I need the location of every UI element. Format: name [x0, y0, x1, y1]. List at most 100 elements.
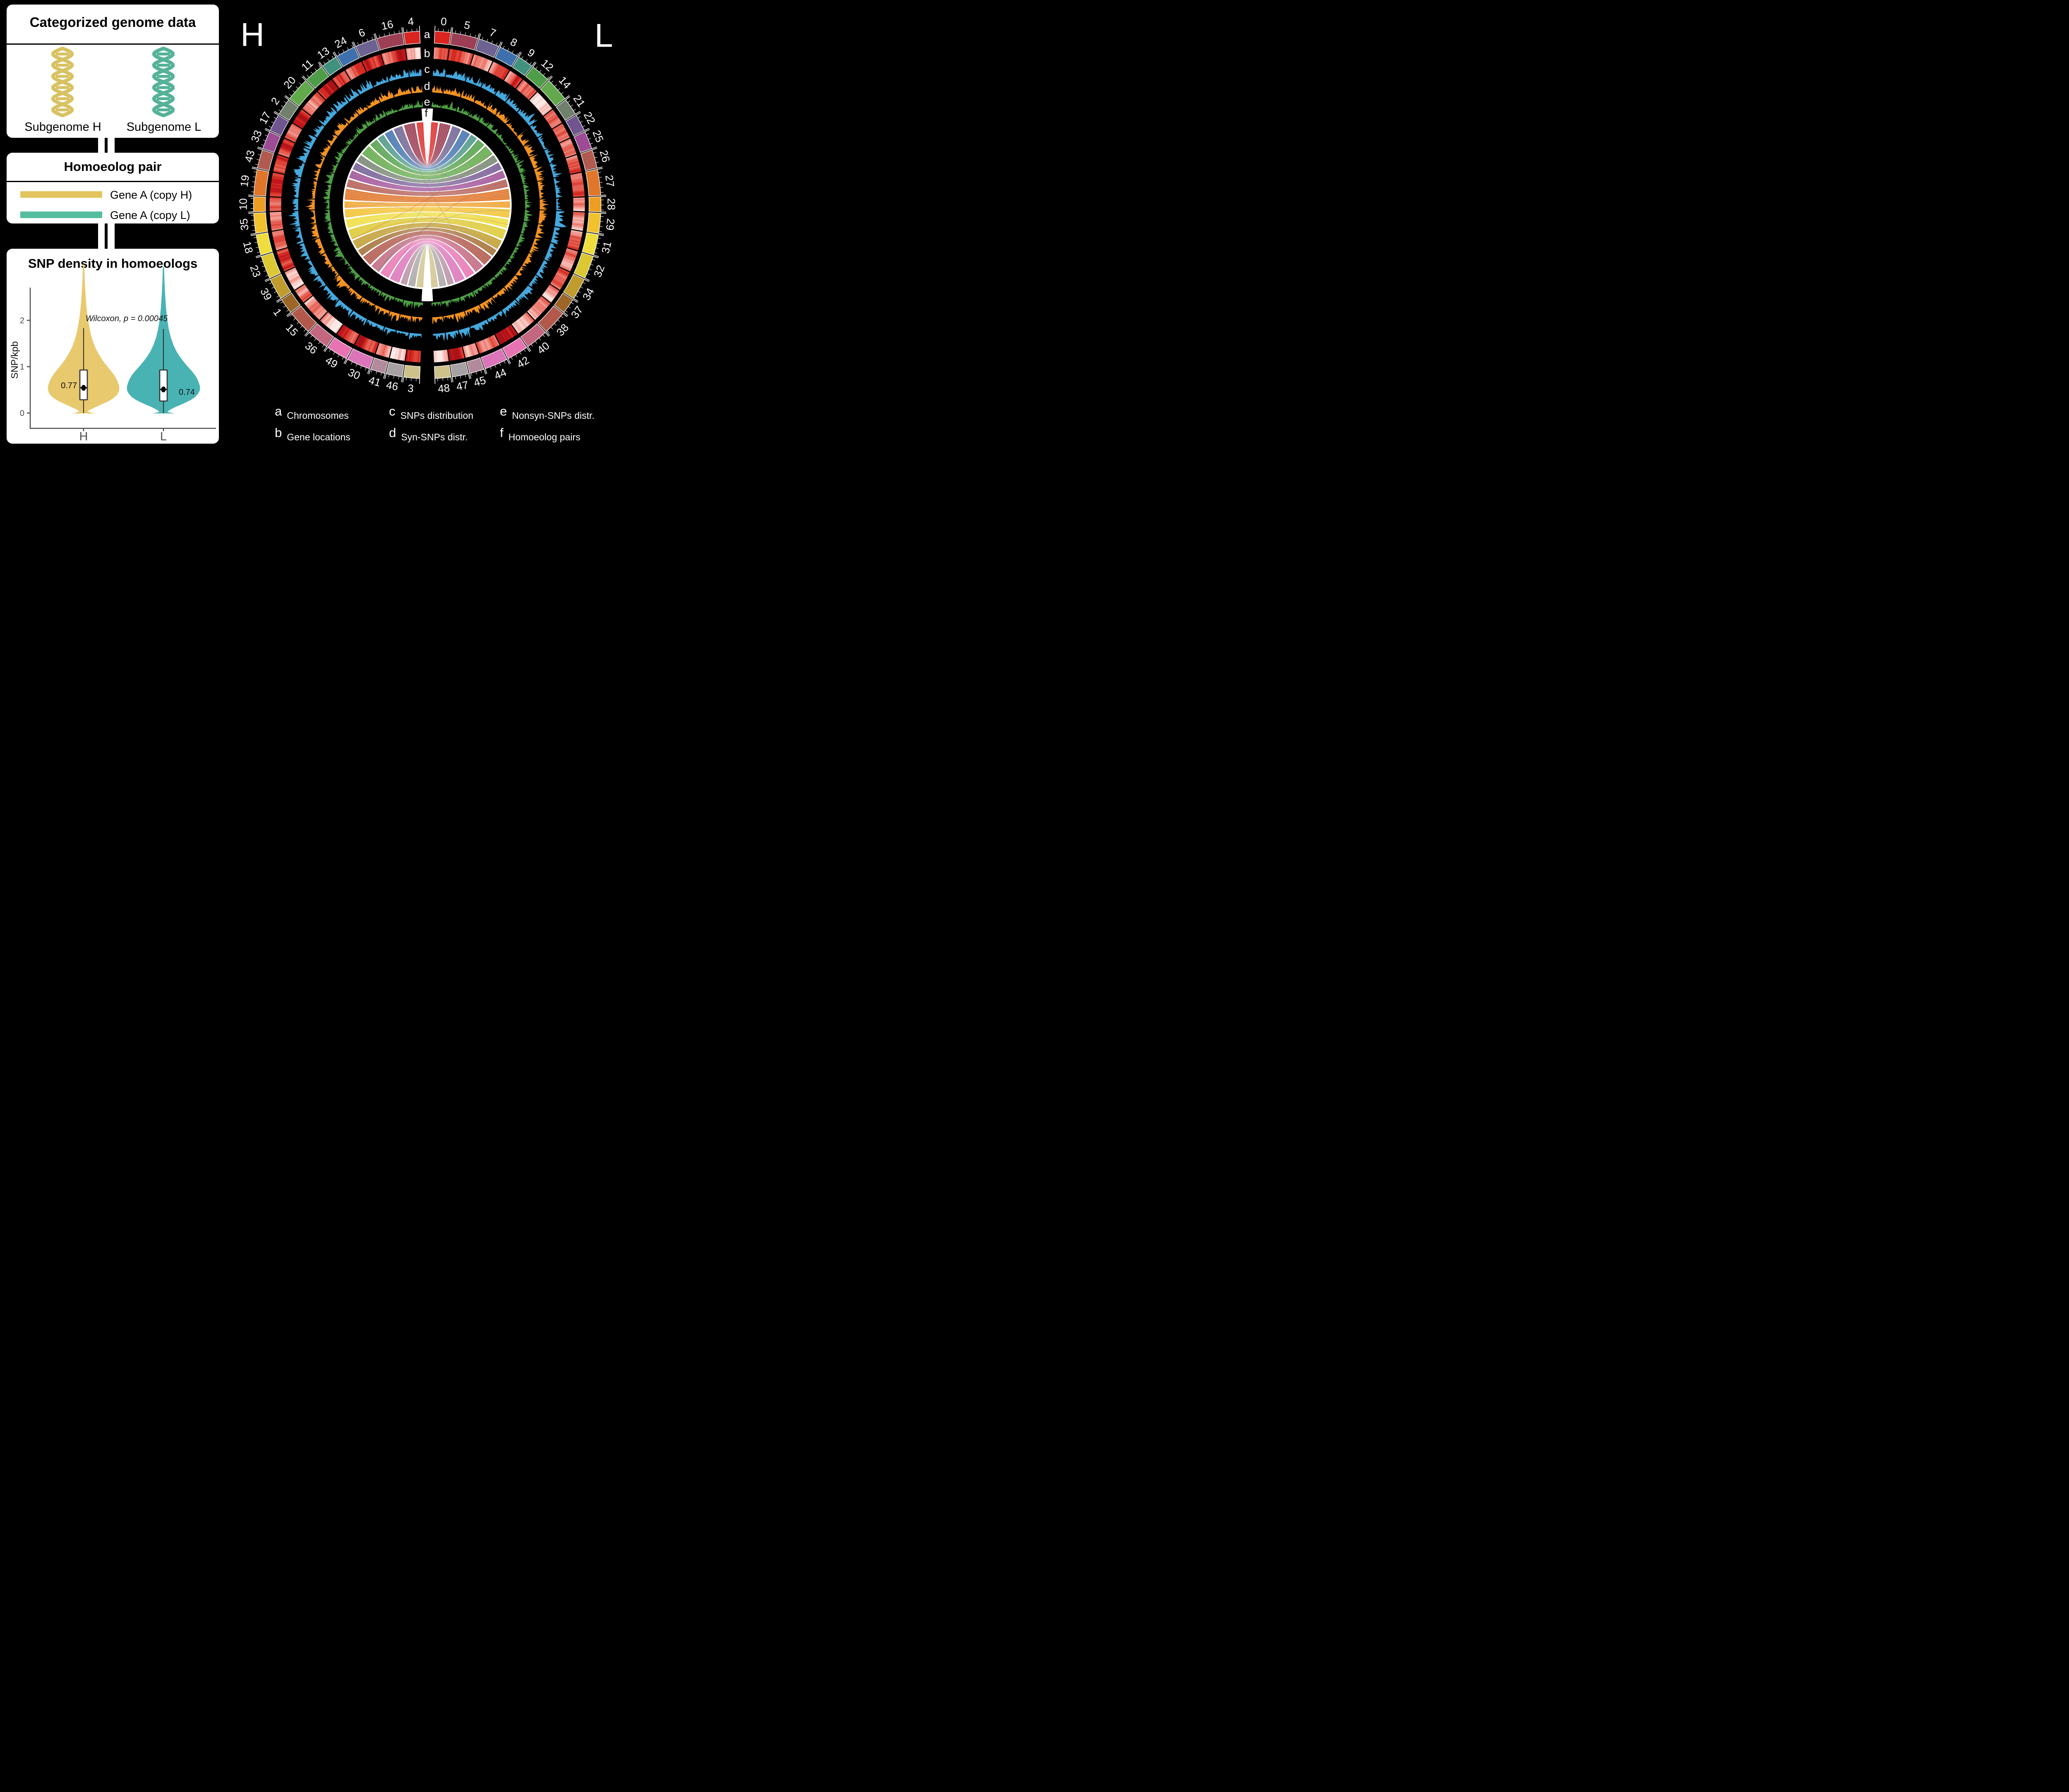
chromosome-label-L-34: 34	[580, 286, 597, 303]
track-letter-b: b	[424, 47, 430, 60]
chord-pair-35-29	[344, 207, 510, 218]
chord-pair-41-45	[401, 244, 454, 285]
chromosome-label-H-20: 20	[281, 74, 298, 91]
homoeolog-pair-panel: Homoeolog pair Gene A (copy H) Gene A (c…	[7, 153, 219, 223]
chord-pair-15-38	[363, 231, 492, 265]
panel-connector	[98, 222, 105, 250]
chromosome-segment-L-48	[434, 365, 451, 379]
chromosome-label-L-40: 40	[535, 339, 552, 357]
nonsyn-snp-track-L	[431, 101, 533, 308]
chromosome-label-H-18: 18	[241, 240, 256, 255]
chromosome-label-L-32: 32	[591, 263, 607, 279]
chromosome-label-L-14: 14	[556, 74, 574, 91]
chromosome-label-H-41: 41	[367, 374, 382, 389]
chromosome-segment-L-47	[450, 362, 469, 377]
chromosome-segment-H-30	[347, 348, 374, 369]
chromosome-label-L-5: 5	[463, 18, 472, 31]
track-letter-f: f	[425, 107, 428, 119]
chromosome-segment-L-40	[520, 323, 546, 347]
chromosome-label-L-21: 21	[571, 93, 588, 110]
legend-label-e: Nonsyn-SNPs distr.	[512, 410, 595, 421]
y-axis-label: SNP/kpb	[9, 341, 20, 379]
dna-helix-l-icon	[152, 46, 175, 118]
svg-text:1: 1	[20, 363, 24, 372]
chromosome-label-L-45: 45	[472, 374, 487, 389]
legend-label-a: Chromosomes	[287, 410, 349, 421]
chromosome-label-H-16: 16	[380, 18, 395, 33]
chromosome-segment-L-28	[588, 196, 602, 212]
chromosome-segment-L-14	[540, 80, 566, 107]
legend-item-syn-snps: d Syn-SNPs distr.	[389, 426, 468, 442]
panel-connector	[98, 137, 105, 154]
x-label-l: L	[160, 430, 167, 443]
legend-item-chromosomes: a Chromosomes	[275, 405, 349, 420]
gene-location-track-L	[433, 47, 585, 363]
chord-pair-16-5	[404, 123, 451, 166]
violin-plot: 0 1 2	[20, 264, 216, 431]
gene-copy-l-label: Gene A (copy L)	[110, 209, 190, 221]
chromosome-segment-L-22	[565, 115, 585, 136]
chromosome-label-H-6: 6	[357, 26, 367, 40]
legend-key-a: a	[275, 404, 282, 418]
chromosome-segment-L-21	[556, 99, 576, 121]
chromosome-segment-H-15	[291, 305, 317, 332]
chromosome-segment-L-44	[480, 348, 507, 369]
chord-pair-18-31	[346, 212, 509, 228]
chromosome-segment-L-38	[538, 305, 564, 332]
chromosome-label-L-31: 31	[599, 240, 614, 255]
chromosome-label-H-11: 11	[299, 57, 315, 73]
chromosome-label-L-27: 27	[603, 174, 617, 188]
chromosome-label-H-19: 19	[238, 174, 252, 188]
chromosome-label-L-22: 22	[581, 110, 598, 126]
chord-pair-46-47	[408, 245, 446, 287]
chord-pair-19-27	[344, 188, 510, 202]
chromosome-segment-L-7	[475, 38, 499, 58]
panel-connector	[108, 137, 115, 154]
chromosome-label-L-38: 38	[554, 321, 571, 339]
wilcoxon-annotation: Wilcoxon, p = 0.00045	[85, 314, 168, 323]
chromosome-segment-H-13	[322, 56, 343, 76]
chromosome-segment-H-1	[281, 293, 301, 313]
categorized-genome-title: Categorized genome data	[29, 14, 196, 30]
chromosome-segment-L-37	[554, 293, 574, 313]
gene-copy-h-label: Gene A (copy H)	[110, 189, 192, 201]
chromosome-label-H-33: 33	[248, 128, 264, 144]
chromosome-segment-H-20	[289, 80, 315, 107]
chromosome-segment-H-41	[370, 357, 388, 374]
snp-track-L	[433, 68, 566, 341]
chromosome-label-H-3: 3	[407, 382, 414, 395]
chromosome-segment-H-39	[270, 274, 292, 299]
chromosome-segment-H-24	[336, 46, 360, 67]
chromosome-label-H-49: 49	[323, 354, 340, 371]
legend-key-d: d	[389, 425, 396, 440]
chromosome-label-L-37: 37	[569, 304, 586, 321]
chord-pair-36-40	[371, 235, 483, 272]
median-l-label: 0.74	[179, 388, 195, 397]
chromosome-label-H-23: 23	[247, 263, 263, 279]
chord-pair-20-14	[362, 146, 492, 180]
legend-item-snps-distribution: c SNPs distribution	[389, 405, 473, 420]
chord-pair-6-7	[394, 126, 461, 167]
chromosome-segment-H-10	[253, 196, 266, 212]
chromosome-segment-H-4	[403, 31, 421, 45]
chromosome-label-H-43: 43	[242, 149, 257, 163]
chromosome-segment-L-5	[450, 32, 478, 50]
gene-copy-h-bar	[20, 191, 102, 198]
chromosome-label-H-46: 46	[385, 378, 399, 393]
chromosome-label-L-47: 47	[455, 378, 469, 393]
chromosome-label-L-9: 9	[525, 46, 537, 60]
chromosome-segment-H-36	[309, 323, 334, 347]
svg-text:2: 2	[20, 316, 24, 325]
track-letter-d: d	[424, 80, 430, 92]
chromosome-segment-H-49	[327, 337, 353, 359]
svg-text:0: 0	[20, 409, 24, 418]
legend-label-d: Syn-SNPs distr.	[401, 432, 468, 442]
panel-divider	[7, 181, 219, 182]
chromosome-segment-H-35	[253, 212, 268, 234]
legend-key-b: b	[275, 425, 282, 440]
chromosome-segment-L-31	[582, 232, 599, 256]
legend-label-c: SNPs distribution	[400, 410, 473, 421]
chromosome-segment-H-46	[386, 362, 405, 377]
legend-item-gene-locations: b Gene locations	[275, 426, 350, 442]
chromosome-segment-L-32	[574, 252, 594, 279]
